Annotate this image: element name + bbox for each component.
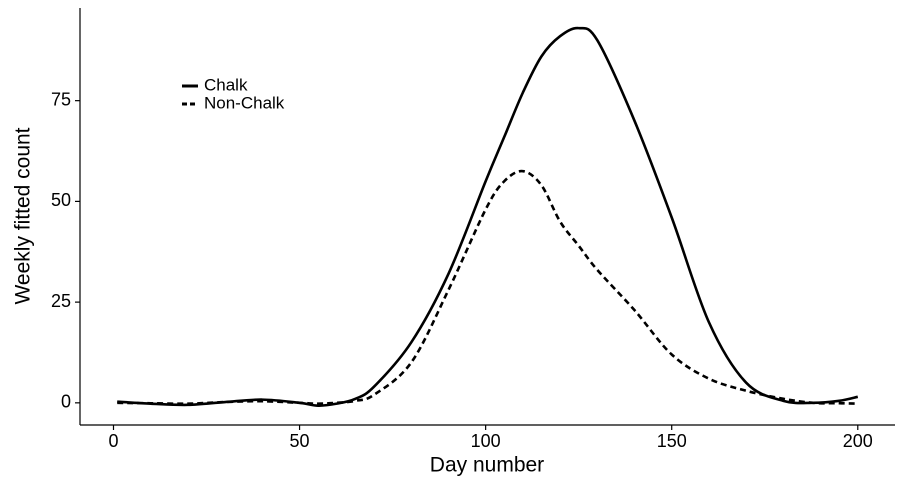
x-tick-label: 0 [108,431,118,451]
y-tick-label: 25 [51,291,71,311]
x-tick-label: 200 [843,431,873,451]
y-axis-title: Weekly fitted count [12,127,35,304]
legend-label: Non-Chalk [204,93,285,112]
x-tick-label: 50 [290,431,310,451]
x-tick-label: 150 [657,431,687,451]
legend-label: Chalk [204,75,248,94]
y-tick-label: 0 [61,392,71,412]
x-axis-title: Day number [430,454,544,477]
y-tick-label: 75 [51,89,71,109]
line-series [117,26,859,407]
y-tick-label: 50 [51,190,71,210]
x-tick-label: 100 [471,431,501,451]
line-series [117,169,858,405]
